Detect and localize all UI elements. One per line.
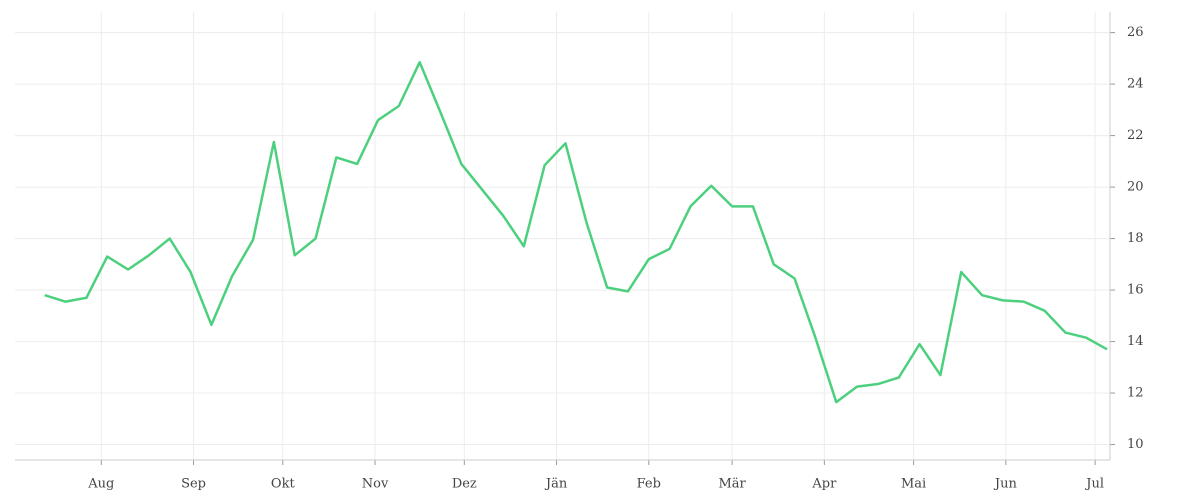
x-tick-label: Aug (87, 477, 114, 492)
x-tick-label: Sep (181, 477, 206, 492)
y-tick-label: 26 (1127, 25, 1144, 40)
y-tick-label: 22 (1127, 128, 1144, 143)
x-tick-label: Apr (811, 477, 837, 492)
x-tick-label: Mär (718, 477, 746, 492)
x-tick-label: Feb (637, 477, 661, 492)
y-tick-label: 14 (1127, 334, 1144, 349)
data-line (44, 60, 1108, 404)
y-tick-label: 20 (1127, 180, 1144, 195)
x-tick-label: Dez (452, 477, 477, 492)
x-tick-label: Nov (362, 477, 389, 492)
y-tick-label: 18 (1127, 231, 1144, 246)
x-tick-label: Jun (993, 477, 1018, 492)
x-tick-label: Jän (544, 477, 568, 492)
y-tick-label: 12 (1127, 386, 1144, 401)
x-tick-label: Jul (1084, 477, 1104, 492)
y-tick-label: 10 (1127, 437, 1144, 452)
x-tick-label: Okt (271, 477, 296, 492)
y-tick-label: 24 (1127, 77, 1144, 92)
y-tick-label: 16 (1127, 283, 1144, 298)
x-tick-label: Mai (901, 477, 926, 492)
